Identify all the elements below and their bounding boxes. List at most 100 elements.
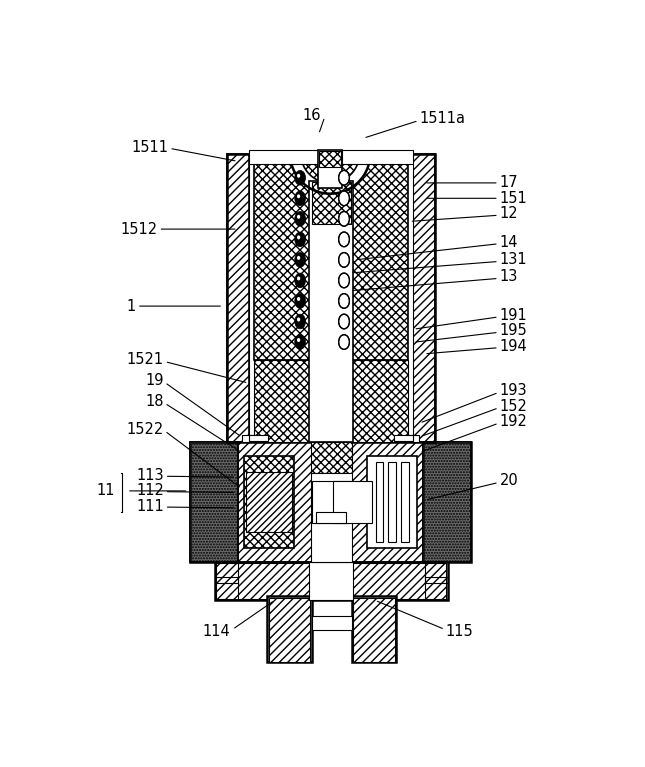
Bar — [424, 443, 470, 561]
Text: 113: 113 — [136, 468, 164, 483]
Polygon shape — [301, 153, 359, 183]
Bar — [352, 597, 397, 662]
Bar — [248, 435, 268, 441]
Ellipse shape — [339, 170, 350, 185]
Bar — [244, 456, 294, 548]
Bar — [342, 150, 413, 163]
Bar — [345, 360, 408, 443]
Ellipse shape — [297, 276, 300, 281]
Ellipse shape — [295, 273, 306, 288]
Ellipse shape — [339, 314, 350, 329]
Bar — [333, 481, 372, 523]
Ellipse shape — [339, 334, 350, 350]
Text: 115: 115 — [446, 624, 473, 639]
Bar — [376, 463, 384, 542]
Text: 17: 17 — [500, 176, 518, 190]
Bar — [248, 153, 413, 443]
Bar — [312, 182, 351, 225]
Ellipse shape — [297, 235, 300, 239]
Bar — [319, 151, 341, 166]
Text: 1521: 1521 — [126, 353, 164, 367]
Text: 1512: 1512 — [121, 222, 157, 236]
Bar — [353, 598, 395, 662]
Bar — [318, 150, 342, 188]
Ellipse shape — [339, 252, 350, 267]
Bar — [413, 153, 435, 443]
Ellipse shape — [295, 334, 306, 350]
Bar — [242, 435, 259, 443]
Ellipse shape — [339, 212, 350, 226]
Bar — [388, 463, 396, 542]
Bar — [216, 563, 446, 599]
Ellipse shape — [295, 294, 306, 308]
Text: 20: 20 — [500, 473, 519, 489]
Text: 13: 13 — [500, 269, 518, 285]
Ellipse shape — [297, 297, 300, 301]
Ellipse shape — [295, 232, 306, 247]
Text: 18: 18 — [145, 394, 164, 409]
Ellipse shape — [297, 256, 300, 260]
Bar — [227, 153, 435, 443]
Text: 112: 112 — [136, 483, 164, 499]
Text: 12: 12 — [500, 206, 518, 221]
Bar — [423, 443, 471, 561]
Ellipse shape — [339, 232, 350, 247]
Text: 16: 16 — [303, 107, 321, 123]
Polygon shape — [290, 153, 370, 194]
Text: 1511a: 1511a — [419, 111, 466, 127]
Text: 195: 195 — [500, 323, 528, 338]
Text: 14: 14 — [500, 235, 518, 250]
Text: 194: 194 — [500, 339, 528, 354]
Ellipse shape — [339, 273, 350, 288]
Text: 152: 152 — [500, 399, 528, 413]
Bar — [190, 443, 238, 561]
Bar — [191, 443, 237, 561]
Ellipse shape — [295, 314, 306, 329]
Bar — [315, 512, 346, 523]
Bar — [367, 456, 417, 548]
Bar — [227, 153, 248, 443]
Bar — [312, 616, 352, 630]
Ellipse shape — [297, 194, 300, 199]
Ellipse shape — [295, 170, 306, 185]
Bar — [248, 150, 318, 163]
Ellipse shape — [295, 252, 306, 267]
Ellipse shape — [295, 212, 306, 226]
Text: 11: 11 — [96, 483, 115, 499]
Bar — [267, 597, 312, 662]
Text: 19: 19 — [145, 374, 164, 388]
Text: 191: 191 — [500, 308, 528, 323]
Ellipse shape — [297, 318, 300, 321]
Text: 114: 114 — [203, 624, 230, 639]
Bar — [312, 481, 350, 523]
Ellipse shape — [339, 294, 350, 308]
Text: 193: 193 — [500, 384, 527, 398]
Text: 151: 151 — [500, 191, 528, 206]
Bar — [254, 360, 317, 443]
Bar — [238, 443, 423, 561]
Text: 1522: 1522 — [126, 422, 164, 436]
Text: 192: 192 — [500, 414, 528, 429]
Bar — [311, 473, 352, 561]
Text: 131: 131 — [500, 252, 527, 268]
Bar — [215, 561, 448, 601]
Bar — [268, 598, 310, 662]
Bar — [311, 443, 352, 473]
Ellipse shape — [297, 338, 300, 342]
Text: 1511: 1511 — [132, 140, 168, 155]
Ellipse shape — [295, 191, 306, 206]
Bar — [394, 435, 413, 441]
Bar — [254, 163, 317, 360]
Ellipse shape — [297, 174, 300, 178]
Text: 111: 111 — [136, 499, 164, 514]
Bar — [310, 180, 353, 443]
Bar — [402, 435, 419, 443]
Bar — [345, 163, 408, 360]
Ellipse shape — [297, 215, 300, 219]
Bar — [401, 463, 408, 542]
Text: 1: 1 — [127, 298, 136, 314]
Bar — [246, 472, 292, 532]
Bar — [310, 561, 353, 601]
Bar — [190, 443, 471, 561]
Ellipse shape — [339, 191, 350, 206]
